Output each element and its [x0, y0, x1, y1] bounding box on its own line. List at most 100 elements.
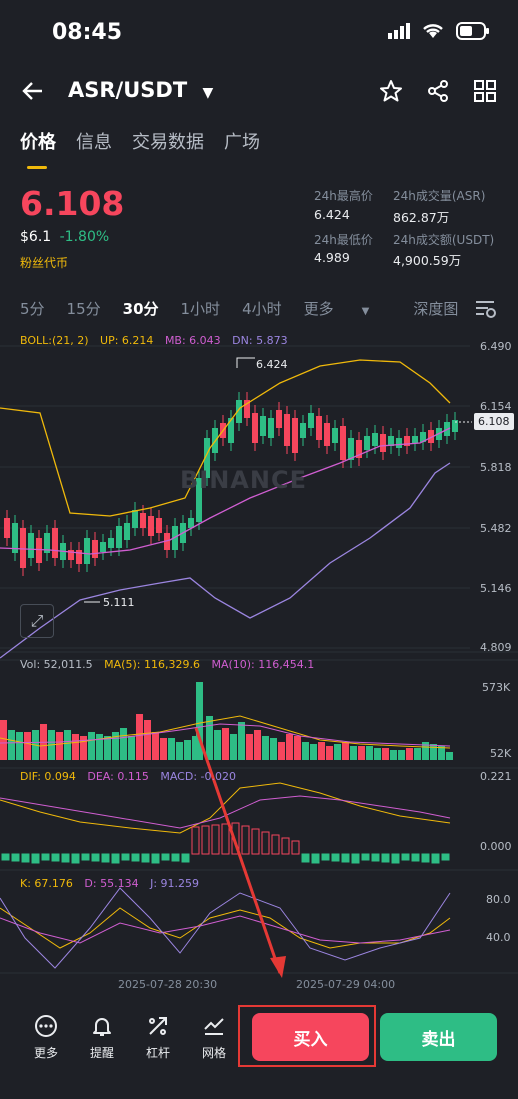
- macd-histogram-bar: [31, 853, 40, 864]
- volume-bar: [430, 744, 437, 760]
- kdj-d-line: [0, 915, 451, 944]
- timeframe-more-label: 更多: [303, 300, 334, 318]
- candle: [204, 438, 210, 478]
- candle: [372, 433, 378, 446]
- candle: [188, 518, 194, 528]
- back-arrow-icon[interactable]: [22, 81, 44, 101]
- candle: [28, 533, 34, 558]
- candle: [36, 538, 42, 563]
- grid-menu-icon[interactable]: [473, 79, 497, 103]
- macd-histogram-bar: [131, 853, 140, 862]
- tab-square[interactable]: 广场: [224, 132, 260, 153]
- alert-button[interactable]: 提醒: [82, 1014, 122, 1061]
- buy-button[interactable]: 买入: [252, 1013, 369, 1061]
- macd-histogram-bar: [91, 853, 100, 862]
- volume-bar: [374, 748, 381, 760]
- macd-histogram-bar: [241, 825, 250, 855]
- macd-histogram-bar: [321, 853, 330, 861]
- volume-bar: [120, 728, 127, 760]
- volume-bar: [196, 682, 203, 760]
- timeframe-1h[interactable]: 1小时: [180, 300, 221, 318]
- macd-histogram-bar: [11, 853, 20, 862]
- grid-trading-button[interactable]: 网格: [194, 1014, 234, 1061]
- volume-bar: [0, 720, 7, 760]
- leverage-label: 杠杆: [145, 1046, 170, 1060]
- alert-label: 提醒: [89, 1046, 114, 1060]
- candle: [420, 432, 426, 442]
- chart-settings-icon[interactable]: [474, 298, 498, 320]
- candle: [388, 436, 394, 446]
- amount-value: 4,900.59万: [393, 253, 462, 268]
- annotation-arrow: [194, 727, 282, 974]
- boll-mb-line: [0, 427, 451, 555]
- candle: [196, 478, 202, 522]
- battery-icon: [456, 22, 489, 40]
- macd-histogram-bar: [61, 853, 70, 863]
- macd-y-tick: 0.221: [480, 770, 512, 783]
- volume-bar: [382, 748, 389, 760]
- kline-chart-area[interactable]: [0, 328, 518, 998]
- volume-bar: [438, 746, 445, 760]
- macd-histogram-bar: [261, 831, 270, 855]
- tab-price[interactable]: 价格: [20, 132, 56, 153]
- volume-bar: [366, 746, 373, 760]
- timeframe-15m[interactable]: 15分: [66, 300, 101, 318]
- timeframe-30m[interactable]: 30分: [122, 300, 159, 318]
- depth-chart-tab[interactable]: 深度图: [413, 300, 459, 318]
- high-value: 6.424: [314, 207, 350, 222]
- candle: [68, 550, 74, 560]
- candle: [300, 423, 306, 438]
- y-tick: 4.809: [480, 641, 512, 654]
- binance-watermark: BINANCE: [180, 466, 307, 494]
- y-tick: 5.482: [480, 522, 512, 535]
- macd-y-tick: 0.000: [480, 840, 512, 853]
- boll-label: BOLL:(21, 2): [20, 334, 89, 347]
- candle: [292, 418, 298, 453]
- candle: [284, 414, 290, 446]
- timeframe-bar: 5分 15分 30分 1小时 4小时 更多 ▼ 深度图: [20, 298, 480, 319]
- vol-label: Vol: 52,011.5: [20, 658, 93, 671]
- tab-trading-data[interactable]: 交易数据: [132, 132, 204, 153]
- token-tag[interactable]: 粉丝代币: [20, 256, 69, 270]
- macd-histogram-bar: [191, 826, 200, 855]
- more-icon: [35, 1015, 57, 1037]
- sell-button[interactable]: 卖出: [380, 1013, 497, 1061]
- highlight-box: [238, 1005, 376, 1067]
- fullscreen-icon[interactable]: ⤢: [20, 604, 54, 638]
- candle: [156, 518, 162, 533]
- macd-histogram-bar: [1, 853, 10, 861]
- kdj-d-label: D: 55.134: [84, 877, 139, 890]
- candle: [340, 426, 346, 460]
- candle: [316, 416, 322, 440]
- candle: [12, 523, 18, 553]
- candle: [44, 533, 50, 553]
- volume-bar: [358, 746, 365, 760]
- timeframe-5m[interactable]: 5分: [20, 300, 45, 318]
- timeframe-more[interactable]: 更多 ▼: [304, 298, 392, 319]
- volume-bar: [152, 732, 159, 760]
- macd-histogram-bar: [201, 825, 210, 855]
- macd-histogram-bar: [141, 853, 150, 863]
- candle: [140, 513, 146, 528]
- boll-dn-line: [0, 462, 451, 659]
- volume-bar: [214, 730, 221, 760]
- share-icon[interactable]: [426, 79, 450, 103]
- more-button[interactable]: 更多: [26, 1014, 66, 1061]
- star-icon[interactable]: [379, 79, 403, 103]
- macd-histogram-bar: [291, 840, 300, 855]
- candle: [172, 526, 178, 550]
- macd-histogram-bar: [381, 853, 390, 863]
- pair-selector[interactable]: ASR/USDT ▼: [68, 78, 213, 102]
- wifi-icon: [423, 24, 443, 38]
- candle: [364, 436, 370, 450]
- tab-info[interactable]: 信息: [76, 132, 112, 153]
- timeframe-4h[interactable]: 4小时: [242, 300, 282, 318]
- candle: [396, 438, 402, 448]
- price-change: -1.80%: [59, 229, 110, 245]
- candle: [332, 428, 338, 443]
- macd-histogram-bar: [161, 853, 170, 861]
- candle: [324, 423, 330, 446]
- leverage-button[interactable]: 杠杆: [138, 1014, 178, 1061]
- volume-bar: [238, 722, 245, 760]
- macd-histogram-bar: [391, 853, 400, 864]
